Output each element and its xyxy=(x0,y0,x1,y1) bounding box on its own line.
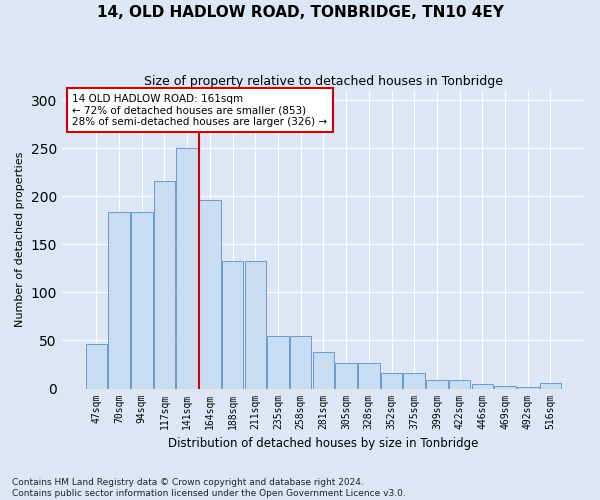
Bar xyxy=(313,352,334,389)
Text: Contains HM Land Registry data © Crown copyright and database right 2024.
Contai: Contains HM Land Registry data © Crown c… xyxy=(12,478,406,498)
Bar xyxy=(131,212,152,388)
Bar xyxy=(290,336,311,388)
Bar xyxy=(176,148,198,388)
Text: 14, OLD HADLOW ROAD, TONBRIDGE, TN10 4EY: 14, OLD HADLOW ROAD, TONBRIDGE, TN10 4EY xyxy=(97,5,503,20)
Bar xyxy=(108,212,130,388)
Bar xyxy=(472,384,493,388)
Bar xyxy=(426,380,448,388)
Bar xyxy=(517,386,539,388)
Y-axis label: Number of detached properties: Number of detached properties xyxy=(15,152,25,327)
Text: 14 OLD HADLOW ROAD: 161sqm
← 72% of detached houses are smaller (853)
28% of sem: 14 OLD HADLOW ROAD: 161sqm ← 72% of deta… xyxy=(72,94,328,126)
Bar xyxy=(222,260,244,388)
Bar xyxy=(335,362,357,388)
Bar xyxy=(403,373,425,388)
Bar xyxy=(494,386,516,388)
Bar xyxy=(245,260,266,388)
Bar xyxy=(539,383,561,388)
Bar xyxy=(381,373,402,388)
X-axis label: Distribution of detached houses by size in Tonbridge: Distribution of detached houses by size … xyxy=(168,437,479,450)
Bar xyxy=(199,200,221,388)
Title: Size of property relative to detached houses in Tonbridge: Size of property relative to detached ho… xyxy=(144,75,503,88)
Bar xyxy=(86,344,107,389)
Bar xyxy=(449,380,470,388)
Bar xyxy=(154,181,175,388)
Bar xyxy=(358,362,380,388)
Bar xyxy=(267,336,289,388)
